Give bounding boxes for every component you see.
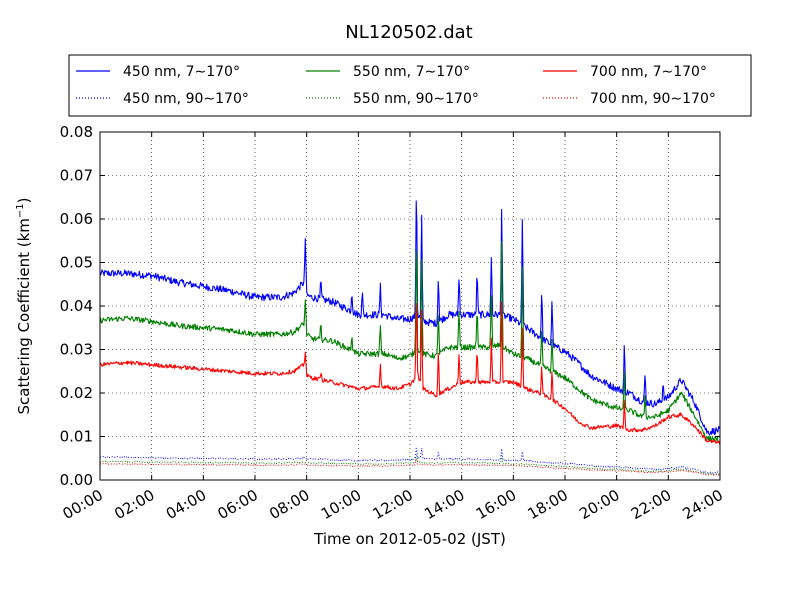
ticks [99, 131, 721, 481]
x-tick-label: 10:00 [318, 486, 364, 523]
y-axis-title-end: ) [15, 197, 33, 203]
x-tick-label: 14:00 [421, 486, 467, 523]
y-tick-label: 0.02 [60, 384, 93, 402]
series-line-4 [99, 454, 721, 475]
legend-label: 550 nm, 7∼170° [353, 64, 470, 80]
legend-label: 450 nm, 90∼170° [123, 91, 249, 107]
chart-title: NL120502.dat [345, 22, 472, 43]
series-line-2 [99, 447, 721, 474]
legend-label: 700 nm, 7∼170° [590, 64, 707, 80]
series-layer [99, 200, 721, 476]
y-axis-title-sup: −1 [15, 203, 26, 218]
legend-label: 450 nm, 7∼170° [123, 64, 240, 80]
y-axis-title: Scattering Coefficient (km−1) [15, 197, 33, 414]
legend: 450 nm, 7∼170° 550 nm, 7∼170° 700 nm, 7∼17… [68, 54, 752, 117]
x-axis-title: Time on 2012-05-02 (JST) [313, 530, 506, 548]
y-tick-label: 0.03 [60, 341, 93, 359]
legend-items: 450 nm, 7∼170° 550 nm, 7∼170° 700 nm, 7∼17… [76, 64, 716, 107]
y-tick-label: 0.00 [60, 471, 93, 489]
x-tick-label: 04:00 [163, 486, 209, 523]
y-tick-label: 0.01 [60, 428, 93, 446]
plot-area [99, 131, 721, 481]
y-tick-label: 0.07 [60, 167, 93, 185]
x-tick-label: 00:00 [60, 486, 106, 523]
x-tick-labels: 00:00 02:00 04:00 06:00 08:00 10:00 12:00 14:00… [60, 486, 726, 523]
y-tick-label: 0.04 [60, 297, 93, 315]
x-tick-label: 06:00 [215, 486, 261, 523]
x-tick-label: 02:00 [111, 486, 157, 523]
y-axis-title-main: Scattering Coefficient (km [15, 218, 33, 414]
grid [100, 132, 720, 480]
legend-label: 550 nm, 90∼170° [353, 91, 479, 107]
x-tick-label: 18:00 [525, 486, 571, 523]
x-tick-label: 22:00 [628, 486, 674, 523]
x-tick-label: 20:00 [576, 486, 622, 523]
y-tick-label: 0.05 [60, 254, 93, 272]
y-tick-label: 0.06 [60, 210, 93, 228]
series-line-3 [99, 241, 721, 442]
y-tick-labels: 0.00 0.01 0.02 0.03 0.04 0.05 0.06 0.07 0.08 [60, 123, 93, 489]
x-tick-label: 24:00 [680, 486, 726, 523]
legend-label: 700 nm, 90∼170° [590, 91, 716, 107]
y-tick-label: 0.08 [60, 123, 93, 141]
x-tick-label: 16:00 [473, 486, 519, 523]
series-line-5 [99, 301, 721, 445]
x-tick-label: 08:00 [266, 486, 312, 523]
x-tick-label: 12:00 [370, 486, 416, 523]
series-line-1 [99, 200, 721, 436]
legend-box [68, 54, 752, 117]
